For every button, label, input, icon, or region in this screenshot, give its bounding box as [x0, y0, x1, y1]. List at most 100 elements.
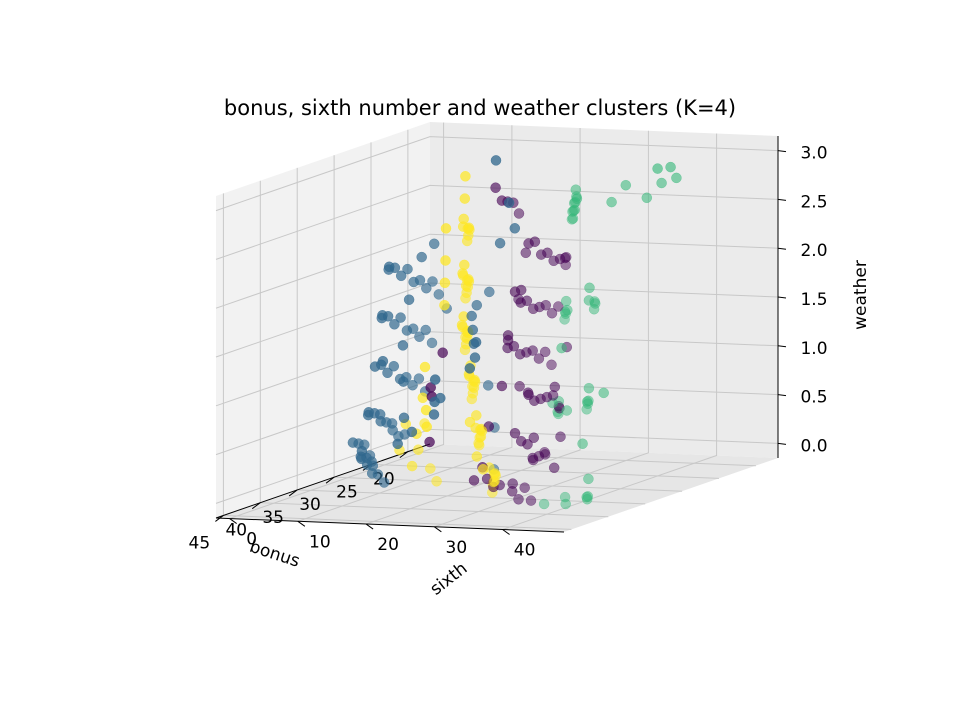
data-point-series-0 — [548, 255, 559, 267]
data-point-series-2 — [665, 161, 676, 173]
y-tick — [434, 526, 442, 533]
data-point-series-2 — [582, 491, 594, 502]
data-point-series-1 — [406, 426, 418, 438]
data-point-series-3 — [413, 444, 424, 455]
data-point-series-2 — [583, 382, 595, 394]
data-point-series-2 — [652, 163, 663, 174]
x-tick — [399, 451, 409, 459]
y-gridline — [365, 128, 581, 525]
data-point-series-1 — [428, 238, 440, 250]
axis-ticks: 2025303540450102030400.00.51.01.52.02.53… — [189, 144, 828, 561]
data-point-series-3 — [439, 277, 451, 289]
y-axis-label: sixth — [427, 559, 472, 600]
data-point-series-1 — [382, 367, 393, 379]
data-point-series-0 — [553, 301, 564, 312]
data-point-series-1 — [429, 396, 440, 408]
data-point-series-1 — [464, 363, 476, 374]
data-point-series-2 — [656, 177, 667, 189]
data-point-series-2 — [560, 498, 571, 510]
z-tick — [777, 198, 787, 201]
data-point-series-3 — [440, 223, 452, 234]
chart-title: bonus, sixth number and weather clusters… — [223, 96, 737, 120]
z-tick-label: 0.5 — [800, 388, 827, 408]
data-point-series-0 — [496, 380, 508, 392]
data-point-series-0 — [548, 462, 560, 474]
data-point-series-1 — [395, 270, 407, 282]
data-point-series-3 — [490, 470, 501, 481]
z-tick-label: 1.0 — [800, 339, 827, 359]
data-point-series-3 — [457, 321, 468, 333]
data-point-series-3 — [460, 171, 471, 182]
data-point-series-3 — [471, 451, 483, 462]
data-point-series-0 — [523, 238, 534, 249]
data-point-series-2 — [583, 473, 594, 485]
data-point-series-1 — [484, 286, 495, 298]
data-point-series-0 — [533, 353, 545, 364]
data-point-series-0 — [490, 182, 501, 193]
data-point-series-1 — [383, 261, 395, 273]
data-point-series-1 — [429, 374, 441, 385]
data-point-series-1 — [416, 251, 427, 263]
z-gridline — [215, 233, 779, 309]
data-point-series-1 — [414, 331, 425, 342]
y-tick-label: 30 — [446, 538, 468, 558]
data-point-series-1 — [403, 294, 415, 305]
y-tick-label: 0 — [246, 530, 257, 550]
data-point-series-0 — [546, 307, 558, 319]
data-point-series-1 — [469, 352, 481, 363]
data-point-series-2 — [598, 387, 609, 399]
data-point-series-2 — [562, 304, 573, 316]
data-point-series-1 — [392, 438, 403, 450]
data-point-series-0 — [539, 346, 551, 358]
data-point-series-1 — [369, 361, 381, 372]
data-point-series-3 — [457, 270, 469, 281]
data-point-series-3 — [431, 476, 442, 487]
data-point-series-3 — [406, 460, 418, 472]
data-point-series-1 — [347, 437, 359, 448]
data-point-series-0 — [514, 381, 525, 392]
data-point-series-0 — [509, 427, 521, 439]
data-point-series-0 — [468, 475, 480, 486]
x-axis-label: bonus — [247, 537, 302, 572]
data-point-series-3 — [420, 404, 432, 416]
z-tick-label: 1.5 — [800, 290, 827, 310]
z-tick — [777, 442, 787, 445]
data-point-series-1 — [482, 380, 494, 391]
x-tick — [215, 515, 224, 522]
data-point-series-0 — [514, 348, 526, 360]
z-tick-label: 0.0 — [800, 436, 827, 456]
data-point-series-0 — [535, 249, 547, 260]
data-point-series-0 — [519, 482, 530, 493]
data-point-series-2 — [671, 172, 682, 184]
data-point-series-1 — [427, 276, 438, 287]
x-tick-label: 30 — [299, 495, 321, 515]
data-point-series-2 — [559, 491, 571, 503]
data-point-series-1 — [466, 310, 477, 322]
data-point-series-1 — [433, 289, 445, 300]
data-point-series-3 — [459, 259, 470, 271]
data-point-series-0 — [520, 247, 532, 259]
data-point-series-3 — [419, 361, 431, 373]
data-point-series-2 — [606, 196, 617, 208]
z-gridline — [215, 136, 779, 212]
data-point-series-3 — [425, 463, 436, 474]
x-tick-label: 35 — [262, 508, 284, 528]
data-point-series-2 — [577, 438, 588, 449]
y-tick — [502, 529, 510, 535]
data-point-series-2 — [583, 295, 595, 306]
data-point-series-2 — [560, 295, 572, 307]
data-point-series-2 — [556, 342, 567, 354]
data-point-series-3 — [477, 464, 489, 475]
data-point-series-2 — [583, 395, 594, 407]
data-point-series-3 — [464, 416, 476, 428]
data-point-series-1 — [388, 360, 400, 372]
data-point-series-1 — [490, 155, 502, 166]
data-point-series-1 — [467, 324, 479, 336]
data-point-series-1 — [395, 312, 406, 323]
data-point-series-2 — [620, 179, 632, 191]
data-point-series-1 — [413, 373, 425, 384]
z-axis-label: weather — [851, 260, 871, 330]
y-axis-line — [215, 517, 565, 533]
data-point-series-2 — [571, 193, 583, 204]
data-point-series-1 — [470, 336, 482, 348]
